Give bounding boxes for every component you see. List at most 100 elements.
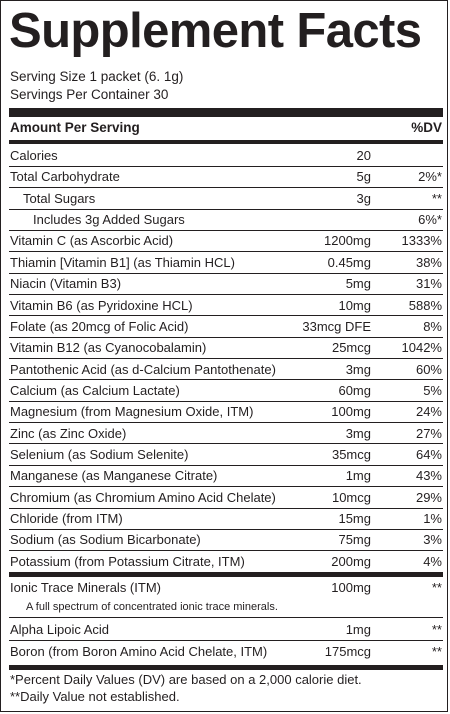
- nutrient-dv: 43%: [415, 468, 442, 484]
- nutrient-amount: 3mg: [345, 425, 371, 441]
- nutrient-dv: 1333%: [401, 233, 442, 249]
- itm-dv: **: [431, 580, 442, 595]
- dv-header: %DV: [411, 120, 442, 135]
- nutrient-row: Vitamin B12 (as Cyanocobalamin) 25mcg 1042…: [9, 337, 443, 358]
- row-divider: [9, 422, 443, 424]
- header-row: Amount Per Serving %DV: [9, 117, 443, 138]
- nutrient-dv: 5%: [423, 382, 442, 398]
- itm-amount: 100mg: [331, 580, 371, 595]
- footnote-dv: *Percent Daily Values (DV) are based on …: [10, 672, 362, 687]
- nutrient-amount: 5g: [356, 169, 371, 185]
- nutrient-amount: 3mg: [345, 361, 371, 377]
- nutrient-amount: 5mg: [345, 276, 371, 292]
- nutrient-row: Potassium (from Potassium Citrate, ITM) 2…: [9, 551, 443, 572]
- alpha-lipoic-dv: **: [431, 622, 442, 637]
- nutrient-amount: 3g: [356, 190, 371, 206]
- panel-title: Supplement Facts: [9, 4, 422, 58]
- nutrient-amount: 15mg: [338, 511, 371, 526]
- nutrient-label: Calories: [10, 148, 58, 163]
- nutrient-amount: 1200mg: [324, 233, 371, 249]
- nutrient-dv: 38%: [415, 254, 442, 270]
- nutrient-label: Zinc (as Zinc Oxide): [10, 425, 127, 441]
- boron-dv: **: [431, 644, 442, 659]
- nutrient-row: Calories 20: [9, 145, 443, 166]
- row-divider: [9, 400, 443, 402]
- nutrient-label: Chromium (as Chromium Amino Acid Chelate…: [10, 489, 276, 505]
- boron-label: Boron (from Boron Amino Acid Chelate, IT…: [10, 644, 268, 659]
- row-divider: [9, 165, 443, 167]
- nutrient-dv: 29%: [415, 489, 442, 505]
- nutrient-amount: 20: [356, 148, 371, 163]
- nutrient-dv: 60%: [415, 361, 442, 377]
- nutrient-label: Total Sugars: [23, 190, 96, 206]
- nutrient-label: Potassium (from Potassium Citrate, ITM): [10, 553, 245, 569]
- nutrient-row: Thiamin [Vitamin B1] (as Thiamin HCL) 0.4…: [9, 252, 443, 273]
- nutrient-dv: 8%: [423, 318, 442, 334]
- thick-divider: [9, 108, 443, 117]
- nutrient-row: Vitamin C (as Ascorbic Acid) 1200mg 1333%: [9, 230, 443, 251]
- alpha-lipoic-label: Alpha Lipoic Acid: [10, 622, 110, 637]
- nutrient-dv: 31%: [415, 276, 442, 292]
- divider: [9, 640, 443, 641]
- nutrient-row: Total Sugars 3g **: [9, 188, 443, 209]
- nutrient-label: Niacin (Vitamin B3): [10, 276, 122, 292]
- nutrient-row: Chromium (as Chromium Amino Acid Chelate…: [9, 487, 443, 508]
- nutrient-row: Calcium (as Calcium Lactate) 60mg 5%: [9, 380, 443, 401]
- nutrient-dv: **: [431, 190, 442, 206]
- row-divider: [9, 229, 443, 231]
- nutrient-dv: 3%: [423, 532, 442, 548]
- nutrient-label: Vitamin B12 (as Cyanocobalamin): [10, 340, 207, 356]
- nutrient-label: Pantothenic Acid (as d-Calcium Pantothen…: [10, 361, 276, 377]
- nutrient-amount: 10mg: [338, 297, 371, 313]
- row-divider: [9, 358, 443, 359]
- itm-row: Ionic Trace Minerals (ITM) 100mg **: [9, 577, 443, 598]
- row-divider: [9, 336, 443, 338]
- nutrient-row: Total Carbohydrate 5g 2%*: [9, 166, 443, 187]
- row-divider: [9, 507, 443, 509]
- nutrient-label: Vitamin C (as Ascorbic Acid): [10, 233, 174, 249]
- boron-row: Boron (from Boron Amino Acid Chelate, IT…: [9, 641, 443, 662]
- nutrient-dv: 1%: [423, 511, 442, 526]
- nutrient-dv: 4%: [423, 553, 442, 569]
- nutrient-row: Chloride (from ITM) 15mg 1%: [9, 508, 443, 529]
- nutrient-row: Zinc (as Zinc Oxide) 3mg 27%: [9, 423, 443, 444]
- nutrient-row: Magnesium (from Magnesium Oxide, ITM) 100…: [9, 401, 443, 422]
- nutrient-amount: 10mcg: [331, 489, 371, 505]
- nutrient-amount: 25mcg: [331, 340, 371, 356]
- nutrient-dv: 1042%: [401, 340, 442, 356]
- nutrient-row: Vitamin B6 (as Pyridoxine HCL) 10mg 588%: [9, 295, 443, 316]
- row-divider: [9, 443, 443, 445]
- nutrient-label: Total Carbohydrate: [10, 169, 120, 185]
- nutrient-row: Niacin (Vitamin B3) 5mg 31%: [9, 273, 443, 294]
- nutrient-label: Thiamin [Vitamin B1] (as Thiamin HCL): [10, 254, 235, 270]
- row-divider: [9, 208, 443, 210]
- alpha-lipoic-amount: 1mg: [345, 622, 371, 637]
- row-divider: [9, 550, 443, 552]
- row-divider: [9, 187, 443, 189]
- nutrient-label: Includes 3g Added Sugars: [33, 212, 185, 228]
- serving-size: Serving Size 1 packet (6. 1g): [10, 69, 184, 84]
- nutrient-label: Chloride (from ITM): [10, 511, 123, 526]
- nutrient-amount: 33mcg DFE: [302, 318, 371, 334]
- nutrient-dv: 27%: [415, 425, 442, 441]
- nutrient-dv: 6%*: [418, 212, 442, 228]
- nutrient-row: Folate (as 20mcg of Folic Acid) 33mcg DFE…: [9, 316, 443, 337]
- nutrient-row: Selenium (as Sodium Selenite) 35mcg 64%: [9, 444, 443, 465]
- nutrient-dv: 2%*: [418, 169, 442, 185]
- row-divider: [9, 379, 443, 381]
- nutrient-amount: 60mg: [338, 382, 371, 398]
- nutrient-amount: 0.45mg: [327, 254, 371, 270]
- nutrient-amount: 35mcg: [331, 446, 371, 462]
- nutrient-row: Pantothenic Acid (as d-Calcium Pantothen…: [9, 359, 443, 380]
- medium-divider: [9, 140, 443, 144]
- medium-divider-2: [9, 572, 443, 577]
- alpha-lipoic-row: Alpha Lipoic Acid 1mg **: [9, 619, 443, 640]
- bottom-divider: [9, 665, 443, 670]
- nutrient-amount: 75mg: [338, 532, 371, 548]
- row-divider: [9, 315, 443, 317]
- nutrient-amount: 200mg: [331, 553, 371, 569]
- nutrient-label: Calcium (as Calcium Lactate): [10, 382, 180, 398]
- row-divider: [9, 528, 443, 530]
- nutrient-label: Magnesium (from Magnesium Oxide, ITM): [10, 404, 254, 420]
